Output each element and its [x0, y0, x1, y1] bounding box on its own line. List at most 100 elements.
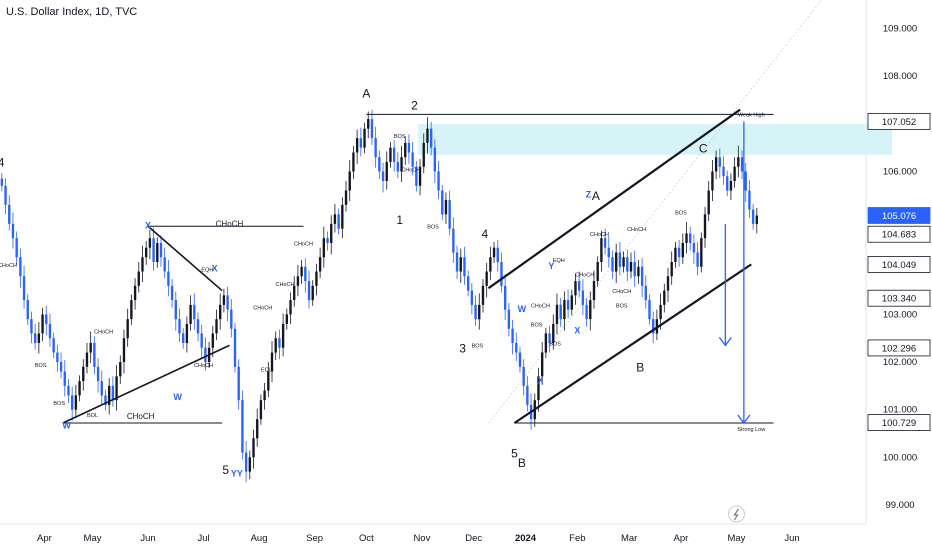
candle-body [159, 242, 163, 258]
price-tick-label: 103.000 [883, 309, 917, 320]
candle-body [185, 323, 189, 343]
candle-body [137, 271, 140, 286]
candle-body [718, 157, 722, 167]
replay-lightning-icon[interactable] [727, 505, 745, 523]
candle-body [537, 376, 540, 401]
candle-body [703, 214, 707, 239]
price-box [867, 225, 931, 243]
candle-body [141, 257, 144, 272]
supply-zone [418, 123, 892, 155]
time-tick-label: Mar [621, 533, 637, 544]
candle-body [337, 214, 340, 229]
price-box [867, 256, 931, 273]
candle-body [426, 128, 429, 143]
candle-body [615, 252, 618, 272]
price-box-label: 104.683 [882, 230, 916, 241]
structure-label: CHoCH [294, 241, 313, 247]
candle-body [489, 257, 492, 272]
wave-label: B [636, 361, 644, 375]
candle-body [407, 142, 411, 153]
time-tick-label: Sep [306, 533, 323, 544]
candle-body [200, 333, 203, 348]
wave-label: A [592, 189, 600, 203]
candle-body [156, 242, 159, 262]
candle-body [644, 285, 647, 301]
candle-body [389, 147, 392, 162]
candle-body [126, 319, 129, 339]
candle-body [70, 395, 74, 410]
candle-body [396, 161, 400, 172]
wave-label: 3 [459, 342, 466, 356]
structure-label: BOS [35, 363, 47, 369]
candle-body [707, 190, 710, 215]
trendline [513, 263, 752, 424]
candle-body [422, 142, 425, 167]
price-box-label: 107.052 [882, 117, 916, 128]
candle-body [626, 257, 629, 272]
time-tick-label: May [84, 533, 102, 544]
candle-body [233, 328, 237, 367]
candle-body [22, 276, 26, 301]
structure-label: CHoCH [612, 289, 631, 295]
candle-body [41, 314, 44, 334]
candle-body [133, 285, 137, 301]
candle-body [459, 257, 462, 272]
candle-body [637, 266, 640, 277]
candle-body [355, 138, 359, 153]
candle-body [344, 190, 348, 205]
candle-body [104, 395, 107, 405]
candle-body [463, 257, 466, 277]
candle-body [748, 190, 751, 210]
candle-body [363, 128, 366, 148]
candle-body [700, 238, 703, 267]
trendline [147, 225, 223, 292]
candle-body [670, 262, 673, 277]
wave-label-blue: YY [231, 468, 243, 478]
wave-label-blue: X [145, 221, 151, 231]
price-box [867, 414, 931, 431]
candle-body [78, 381, 81, 396]
candle-body [144, 247, 148, 258]
candle-body [115, 376, 118, 401]
chart-title: U.S. Dollar Index, 1D, TVC [6, 6, 138, 18]
candle-body [577, 281, 581, 291]
candle-body [326, 238, 329, 243]
candle-body [352, 152, 355, 172]
structure-label: BOS [531, 322, 543, 328]
time-tick-label: Oct [359, 533, 374, 544]
time-tick-label: Feb [569, 533, 585, 544]
candle-body [167, 271, 170, 286]
candle-body [45, 314, 48, 324]
price-tick-label: 106.000 [883, 166, 917, 177]
price-tick-label: 99.000 [885, 500, 914, 511]
candle-body [685, 233, 688, 243]
candle-body [15, 238, 18, 258]
candle-body [230, 309, 233, 329]
candle-body [93, 342, 96, 367]
candle-body [470, 290, 474, 305]
projection-arrow-head [737, 414, 751, 425]
candle-body [189, 304, 192, 324]
candle-body [474, 304, 477, 320]
price-box-label: 102.296 [882, 343, 916, 354]
structure-label: EQH [553, 258, 565, 264]
trendline [487, 108, 741, 290]
time-tick-label: 2024 [515, 533, 537, 544]
candle-body [503, 285, 507, 310]
candle-body [485, 271, 488, 286]
structure-label: EQH [201, 268, 213, 274]
candle-body [85, 352, 89, 367]
structure-label: Weak High [738, 113, 765, 119]
wave-label: 5 [222, 463, 229, 477]
candle-body [52, 338, 55, 353]
candle-body [170, 285, 174, 301]
price-tick-label: 109.000 [883, 24, 917, 35]
structure-label: BOS [472, 344, 484, 350]
candle-body [677, 247, 681, 258]
candle-body [107, 385, 111, 405]
price-box [867, 207, 931, 224]
price-box-label: 104.049 [882, 260, 916, 271]
candle-body [711, 171, 714, 191]
candle-body [11, 223, 15, 239]
